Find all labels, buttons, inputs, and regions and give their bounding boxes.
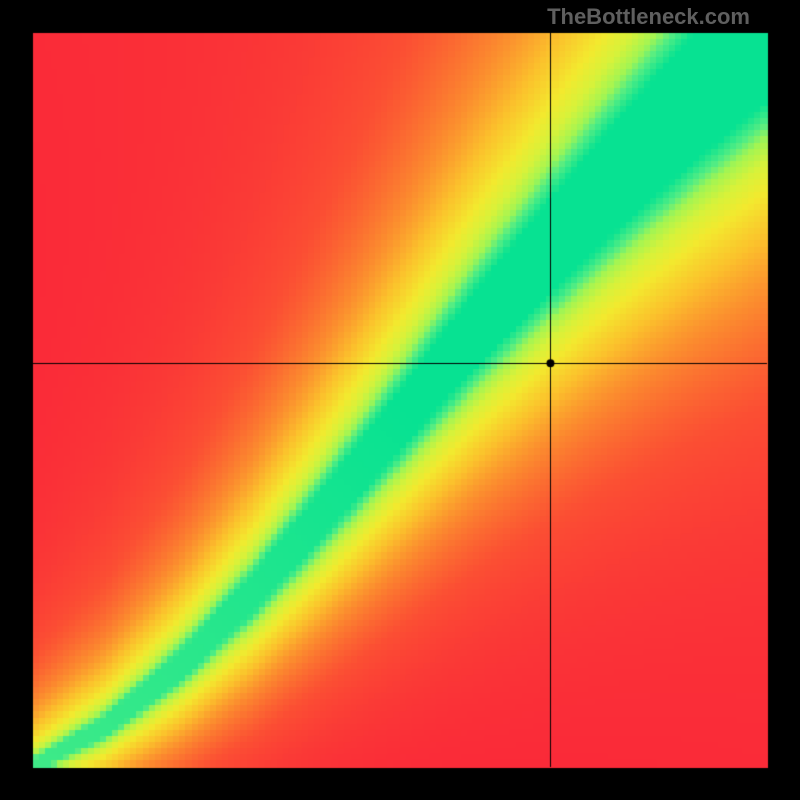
watermark-text: TheBottleneck.com bbox=[547, 4, 750, 30]
bottleneck-heatmap bbox=[0, 0, 800, 800]
